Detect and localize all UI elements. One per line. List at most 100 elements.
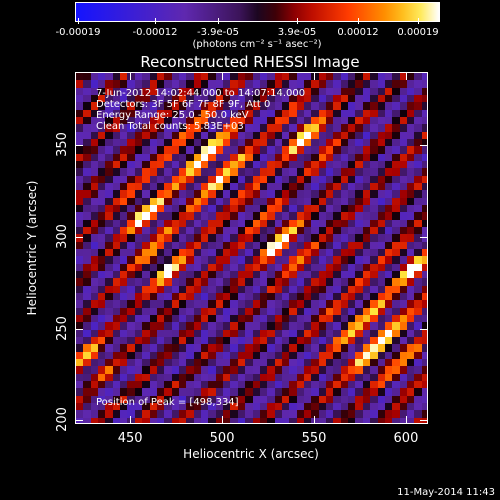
heatmap-cell <box>156 153 165 162</box>
heatmap-cell <box>414 183 423 191</box>
heatmap-cell <box>326 329 334 338</box>
heatmap-cell <box>267 271 276 279</box>
heatmap-cell <box>267 153 276 162</box>
heatmap-cell <box>149 227 158 235</box>
heatmap-cell <box>406 73 415 81</box>
heatmap-cell <box>223 109 232 118</box>
heatmap-cell <box>414 212 423 221</box>
heatmap-cell <box>384 124 393 133</box>
heatmap-cell <box>208 109 217 118</box>
heatmap-cell <box>392 337 401 345</box>
heatmap-cell <box>237 161 246 169</box>
heatmap-cell <box>171 417 180 423</box>
heatmap-cell <box>414 109 423 118</box>
heatmap-cell <box>215 271 224 279</box>
heatmap-cell <box>281 146 290 155</box>
heatmap-cell <box>296 168 305 177</box>
heatmap-cell <box>311 403 320 411</box>
heatmap-cell <box>281 285 290 294</box>
heatmap-cell <box>267 329 276 338</box>
heatmap-cell <box>296 175 305 184</box>
heatmap-cell <box>98 307 107 316</box>
heatmap-cell <box>252 403 261 411</box>
heatmap-cell <box>90 80 99 89</box>
heatmap-cell <box>83 256 92 265</box>
heatmap-cell <box>223 249 232 257</box>
heatmap-cell <box>215 146 224 155</box>
heatmap-cell <box>267 175 276 184</box>
heatmap-cell <box>362 307 371 316</box>
heatmap-cell <box>230 102 239 111</box>
heatmap-cell <box>406 344 415 353</box>
heatmap-cell <box>355 175 364 184</box>
heatmap-cell <box>355 183 364 191</box>
heatmap-cell <box>208 139 217 147</box>
heatmap-cell <box>112 322 121 331</box>
heatmap-cell <box>326 212 334 221</box>
heatmap-cell <box>414 197 423 206</box>
heatmap-cell <box>223 329 232 338</box>
heatmap-cell <box>326 395 334 404</box>
heatmap-cell <box>120 366 129 375</box>
heatmap-cell <box>333 183 342 191</box>
heatmap-cell <box>156 139 165 147</box>
heatmap-cell <box>186 80 195 89</box>
heatmap-cell <box>237 381 246 389</box>
heatmap-cell <box>245 366 254 375</box>
heatmap-cell <box>267 315 276 323</box>
heatmap-cell <box>355 212 364 221</box>
heatmap-cell <box>83 373 92 382</box>
heatmap-cell <box>98 124 107 133</box>
heatmap-cell <box>112 117 121 125</box>
heatmap-cell <box>171 322 180 331</box>
heatmap-cell <box>193 410 202 419</box>
heatmap-cell <box>289 388 298 397</box>
heatmap-cell <box>127 197 136 206</box>
heatmap-cell <box>355 161 364 169</box>
heatmap-cell <box>318 146 327 155</box>
heatmap-cell <box>149 212 158 221</box>
heatmap-cell <box>370 219 379 228</box>
heatmap-cell <box>237 256 246 265</box>
heatmap-cell <box>318 102 327 111</box>
heatmap-cell <box>414 161 423 169</box>
heatmap-cell <box>208 410 217 419</box>
heatmap-cell <box>98 183 107 191</box>
heatmap-cell <box>83 381 92 389</box>
heatmap-cell <box>149 263 158 272</box>
heatmap-cell <box>399 131 408 140</box>
heatmap-cell <box>340 95 349 103</box>
heatmap-cell <box>274 183 283 191</box>
heatmap-cell <box>127 95 136 103</box>
heatmap-cell <box>83 109 92 118</box>
heatmap-cell <box>164 381 173 389</box>
heatmap-cell <box>318 344 327 353</box>
heatmap-cell <box>340 183 349 191</box>
heatmap-cell <box>127 285 136 294</box>
heatmap-cell <box>149 381 158 389</box>
heatmap-cell <box>171 131 180 140</box>
heatmap-cell <box>90 315 99 323</box>
heatmap-cell <box>156 381 165 389</box>
heatmap-cell <box>215 300 224 309</box>
heatmap-grid <box>76 73 427 423</box>
heatmap-cell <box>230 205 239 213</box>
heatmap-cell <box>370 249 379 257</box>
heatmap-cell <box>134 395 143 404</box>
heatmap-cell <box>252 417 261 423</box>
heatmap-cell <box>333 256 342 265</box>
heatmap-cell <box>230 95 239 103</box>
heatmap-cell <box>142 359 151 367</box>
heatmap-cell <box>414 410 423 419</box>
heatmap-cell <box>112 131 121 140</box>
heatmap-cell <box>171 344 180 353</box>
heatmap-cell <box>326 234 334 243</box>
heatmap-cell <box>303 161 312 169</box>
heatmap-cell <box>392 87 401 96</box>
heatmap-cell <box>274 102 283 111</box>
heatmap-cell <box>149 95 158 103</box>
heatmap-cell <box>245 95 254 103</box>
heatmap-cell <box>120 344 129 353</box>
heatmap-cell <box>259 109 268 118</box>
heatmap-cell <box>399 359 408 367</box>
